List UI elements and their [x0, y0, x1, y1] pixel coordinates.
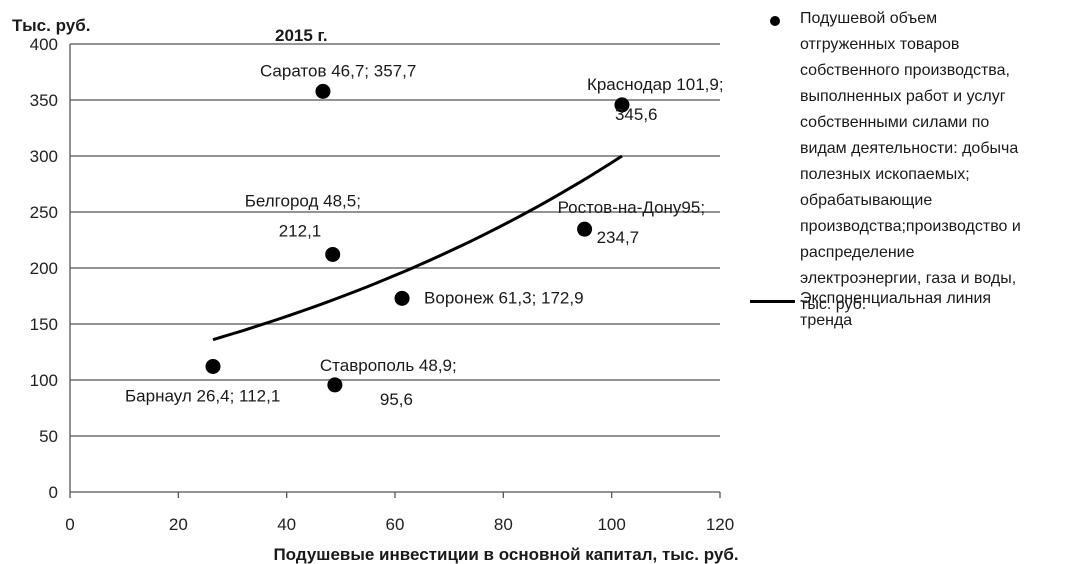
data-point	[325, 246, 341, 262]
data-point-label: 234,7	[597, 228, 640, 247]
exponential-trendline	[212, 154, 623, 342]
data-point-label: Ставрополь 48,9;	[320, 356, 457, 375]
data-point	[327, 377, 343, 393]
x-tick-label: 0	[65, 515, 74, 534]
x-tick-label: 20	[169, 515, 188, 534]
data-point-label: 212,1	[279, 221, 322, 240]
y-tick-label: 250	[30, 203, 58, 222]
data-point	[315, 83, 331, 99]
data-point-label: Белгород 48,5;	[245, 191, 361, 210]
y-tick-label: 300	[30, 147, 58, 166]
gridlines	[70, 43, 720, 437]
data-points	[205, 83, 630, 393]
data-point-label: 345,6	[615, 105, 658, 124]
x-tick-label: 120	[706, 515, 734, 534]
x-tick-label: 100	[597, 515, 625, 534]
y-tick-label: 50	[39, 427, 58, 446]
data-point	[205, 358, 221, 374]
axes	[69, 44, 721, 498]
data-point-label: Барнаул 26,4; 112,1	[125, 386, 280, 405]
x-tick-label: 40	[277, 515, 296, 534]
x-tick-labels: 0 20 40 60 80 100 120	[65, 515, 734, 534]
data-point-label: Ростов-на-Дону95;	[558, 198, 705, 217]
y-tick-label: 0	[49, 483, 58, 502]
data-point-label: Воронеж 61,3; 172,9	[424, 288, 584, 307]
data-point	[614, 97, 630, 113]
y-tick-label: 400	[30, 35, 58, 54]
data-point	[577, 221, 593, 237]
y-tick-label: 200	[30, 259, 58, 278]
chart-title: 2015 г.	[275, 26, 328, 45]
y-tick-label: 150	[30, 315, 58, 334]
data-point-label: Саратов 46,7; 357,7	[260, 61, 416, 80]
x-axis-label: Подушевые инвестиции в основной капитал,…	[273, 545, 738, 564]
x-tick-label: 80	[494, 515, 513, 534]
data-point-label: 95,6	[380, 390, 413, 409]
data-labels: Барнаул 26,4; 112,1 Саратов 46,7; 357,7 Бе…	[125, 61, 724, 409]
y-tick-label: 350	[30, 91, 58, 110]
y-axis-label: Тыс. руб.	[12, 16, 90, 35]
data-point	[394, 290, 410, 306]
x-tick-label: 60	[386, 515, 405, 534]
y-tick-labels: 0 50 100 150 200 250 300 350 400	[30, 35, 58, 502]
data-point-label: Краснодар 101,9;	[587, 75, 724, 94]
y-tick-label: 100	[30, 371, 58, 390]
